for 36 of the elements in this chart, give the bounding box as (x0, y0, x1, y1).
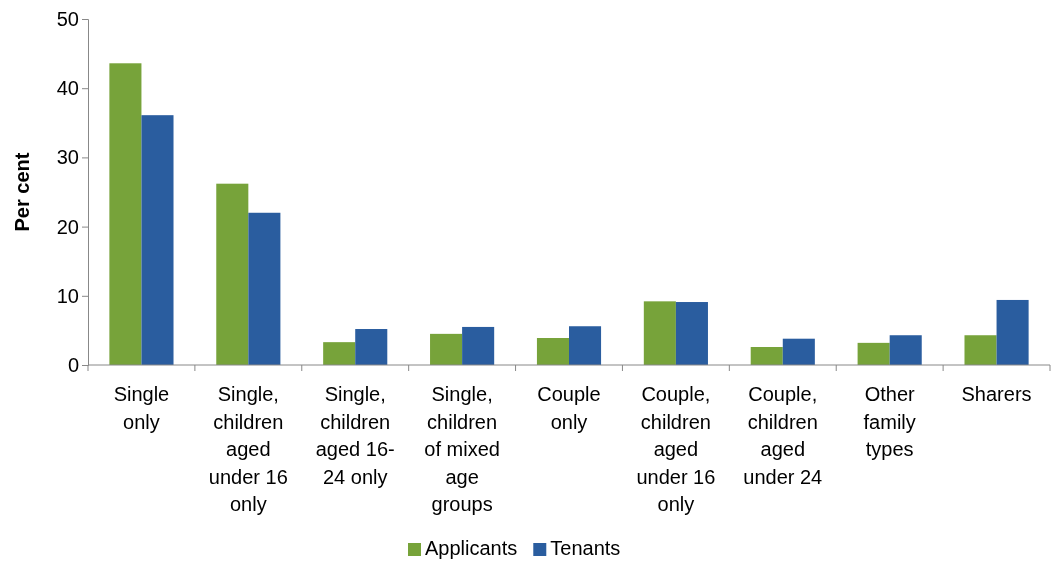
bar (643, 301, 676, 365)
bar (857, 342, 890, 365)
y-axis-title: Per cent (11, 152, 33, 232)
bar (569, 326, 602, 365)
x-tick-label: Couple, children aged under 24 (743, 383, 823, 488)
bar (996, 299, 1029, 365)
x-tick-label: Single, children aged under 16 only (208, 383, 288, 515)
bar (889, 335, 922, 365)
y-tick-label: 50 (56, 7, 79, 30)
bar (675, 302, 708, 365)
bar (964, 335, 997, 365)
legend-label: Tenants (550, 537, 621, 559)
bar (216, 183, 249, 365)
x-tick-label: Other family types (863, 383, 916, 460)
y-tick-label: 40 (56, 77, 79, 100)
bar (782, 338, 815, 365)
bar (323, 342, 356, 365)
x-tick-label: Couple, children aged under 16 only (636, 383, 716, 515)
y-tick-label: 30 (56, 146, 79, 169)
bar (462, 326, 495, 365)
bar (430, 333, 463, 365)
x-tick-label: Single only (113, 383, 170, 433)
y-tick-label: 20 (56, 215, 79, 238)
bar (750, 347, 783, 365)
bar (355, 329, 388, 365)
x-tick-label: Single, children of mixed age groups (424, 383, 500, 515)
bar (248, 212, 281, 365)
bar (141, 115, 174, 365)
legend-label: Applicants (425, 537, 518, 559)
x-tick-label: Sharers (961, 383, 1032, 405)
x-tick-label: Single, children aged 16- 24 only (315, 383, 395, 488)
bar (109, 63, 142, 365)
y-tick-label: 10 (56, 284, 79, 307)
y-tick-label: 0 (67, 353, 79, 376)
x-tick-label: Couple only (537, 383, 601, 433)
bar (536, 338, 569, 365)
